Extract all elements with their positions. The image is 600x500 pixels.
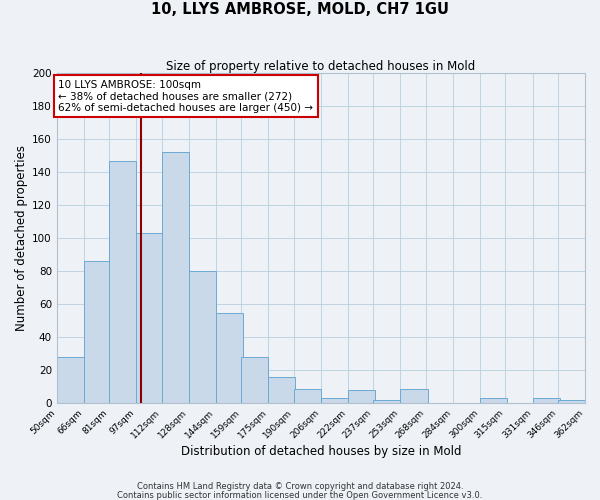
Text: Contains public sector information licensed under the Open Government Licence v3: Contains public sector information licen… [118,490,482,500]
Bar [321,398,348,404]
Text: Contains HM Land Registry data © Crown copyright and database right 2024.: Contains HM Land Registry data © Crown c… [137,482,463,491]
Bar [348,390,375,404]
X-axis label: Distribution of detached houses by size in Mold: Distribution of detached houses by size … [181,444,461,458]
Bar [558,400,585,404]
Bar [57,357,84,404]
Bar [294,388,321,404]
Bar [136,233,163,404]
Bar [162,152,189,404]
Bar [400,388,428,404]
Bar [109,160,136,404]
Bar [216,312,243,404]
Bar [373,400,400,404]
Bar [241,357,268,404]
Bar [189,271,216,404]
Text: 10 LLYS AMBROSE: 100sqm
← 38% of detached houses are smaller (272)
62% of semi-d: 10 LLYS AMBROSE: 100sqm ← 38% of detache… [58,80,313,113]
Title: Size of property relative to detached houses in Mold: Size of property relative to detached ho… [166,60,476,73]
Bar [84,262,111,404]
Bar [480,398,507,404]
Text: 10, LLYS AMBROSE, MOLD, CH7 1GU: 10, LLYS AMBROSE, MOLD, CH7 1GU [151,2,449,18]
Y-axis label: Number of detached properties: Number of detached properties [15,145,28,331]
Bar [268,377,295,404]
Bar [533,398,560,404]
